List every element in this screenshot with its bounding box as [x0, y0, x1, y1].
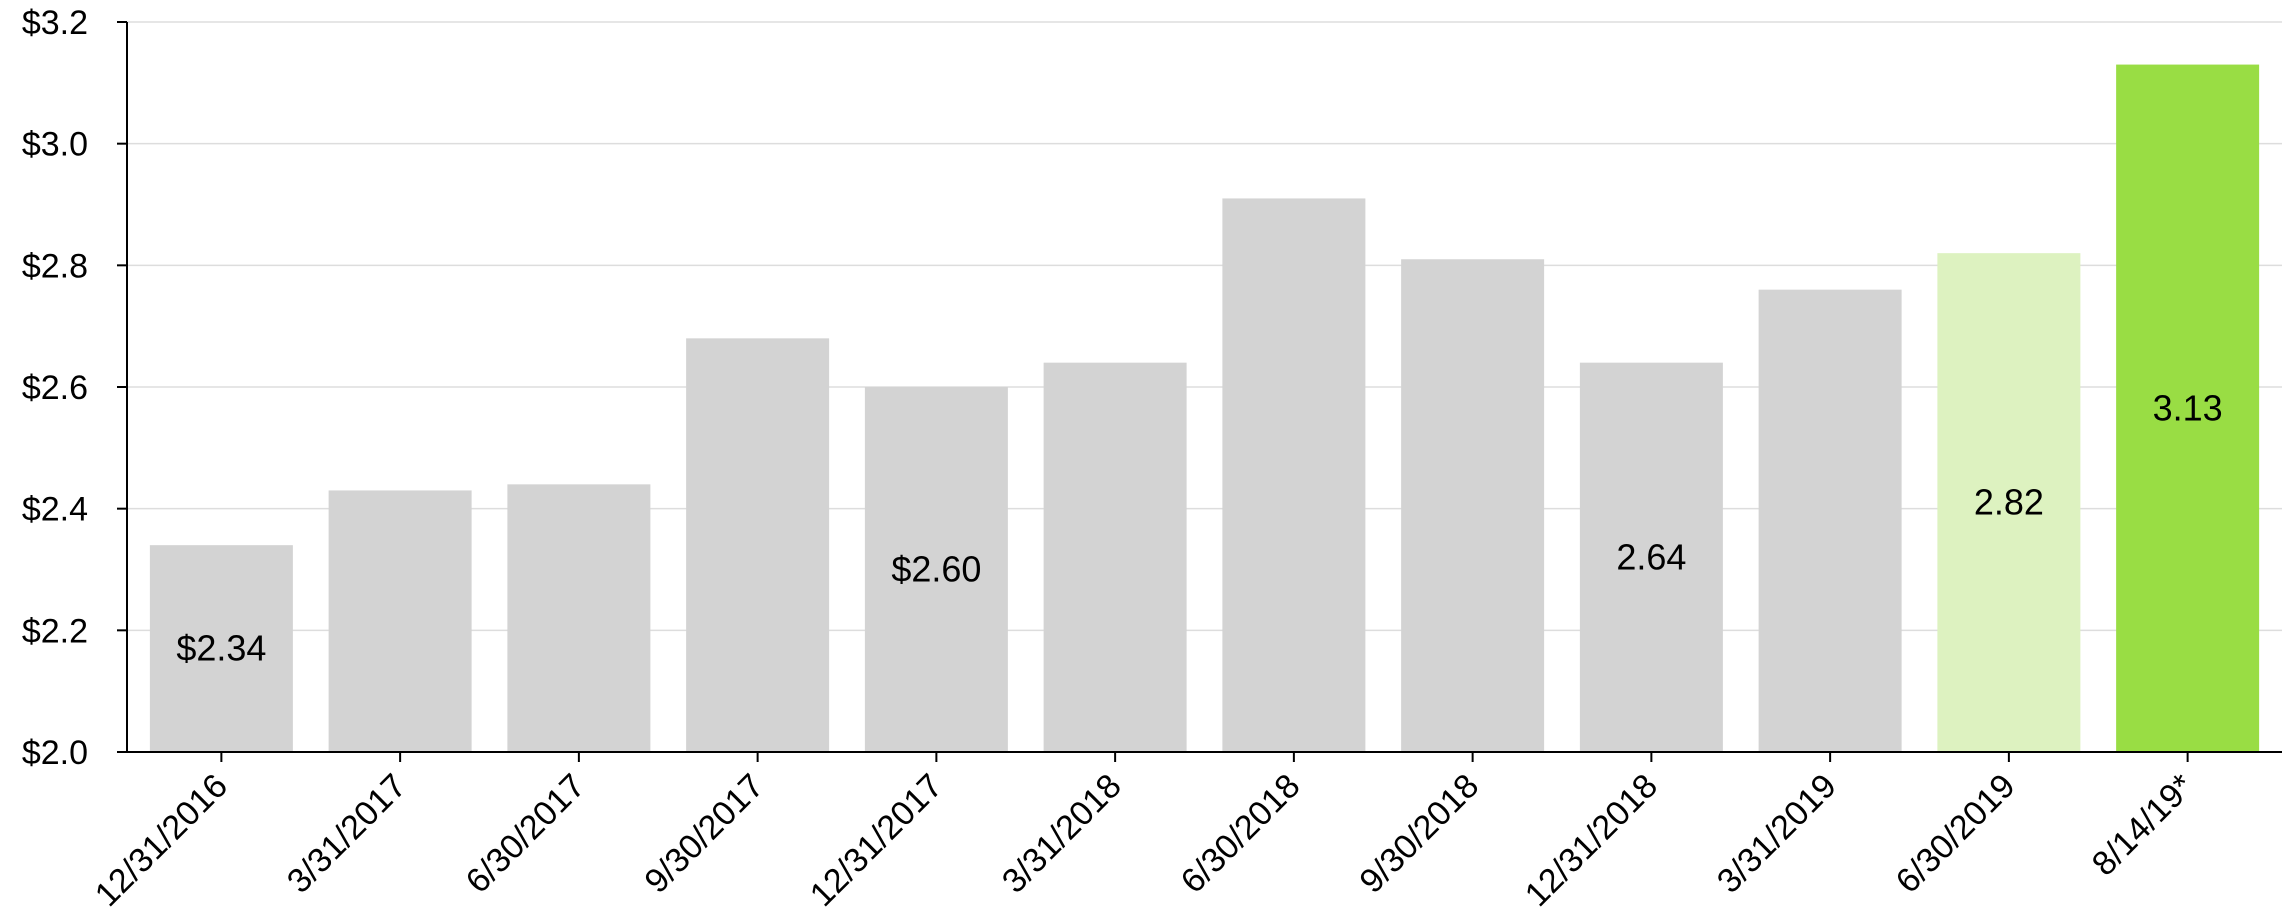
y-tick-label: $2.0 — [22, 734, 88, 772]
x-tick-label: 9/30/2018 — [1352, 767, 1486, 901]
bar-10 — [1758, 289, 1902, 752]
y-tick-label: $2.8 — [22, 247, 88, 285]
x-tick-labels: 12/31/2016 3/31/2017 6/30/2017 9/30/2017 12/… — [88, 752, 2201, 914]
x-tick-label: 8/14/19* — [2085, 767, 2201, 883]
bar-7 — [1222, 198, 1366, 752]
bar-11 — [1937, 253, 2081, 752]
bar-1 — [149, 545, 293, 752]
bar-4 — [686, 338, 830, 752]
bar-6 — [1043, 362, 1187, 752]
x-tick-label: 12/31/2017 — [803, 767, 950, 914]
y-tick-label: $2.6 — [22, 369, 88, 407]
bar-3 — [507, 484, 651, 752]
x-tick-label: 12/31/2016 — [88, 767, 235, 914]
data-label: 2.64 — [1616, 536, 1686, 577]
x-tick-label: 3/31/2018 — [995, 767, 1129, 901]
data-label: 2.82 — [1974, 482, 2044, 523]
x-tick-label: 12/31/2018 — [1518, 767, 1665, 914]
data-label: 3.13 — [2153, 387, 2223, 428]
data-labels: $2.34 $2.60 2.64 2.82 3.13 — [176, 387, 2222, 668]
x-tick-label: 3/31/2019 — [1710, 767, 1844, 901]
x-tick-label: 9/30/2017 — [637, 767, 771, 901]
y-tick-label: $3.0 — [22, 126, 88, 164]
x-tick-label: 3/31/2017 — [280, 767, 414, 901]
bar-12 — [2116, 64, 2260, 753]
y-tick-labels: $2.0 $2.2 $2.4 $2.6 $2.8 $3.0 $3.2 — [22, 4, 127, 772]
gridlines — [127, 21, 2282, 632]
data-label: $2.34 — [176, 628, 266, 669]
x-tick-label: 6/30/2018 — [1174, 767, 1308, 901]
data-label: $2.60 — [891, 549, 981, 590]
bars — [149, 64, 2260, 753]
bar-5 — [864, 387, 1008, 752]
x-tick-label: 6/30/2017 — [459, 767, 593, 901]
bar-9 — [1579, 362, 1723, 752]
y-tick-label: $2.4 — [22, 491, 88, 529]
y-tick-label: $3.2 — [22, 4, 88, 42]
bar-8 — [1401, 259, 1545, 752]
y-tick-label: $2.2 — [22, 612, 88, 650]
x-tick-label: 6/30/2019 — [1889, 767, 2023, 901]
bar-2 — [328, 490, 472, 752]
